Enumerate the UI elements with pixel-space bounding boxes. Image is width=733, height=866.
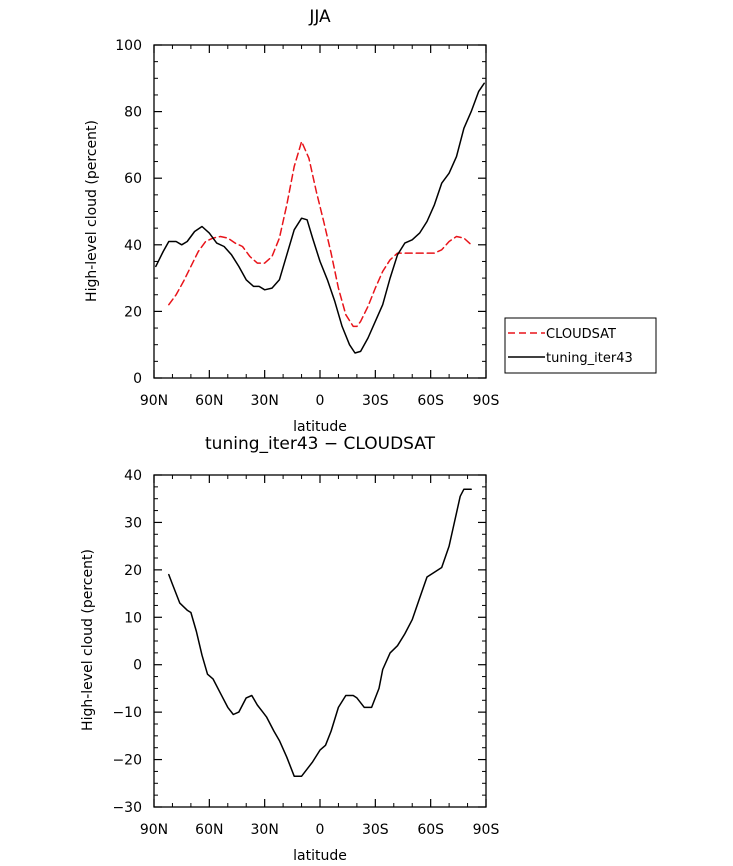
legend-label-cloudsat: CLOUDSAT bbox=[546, 327, 616, 342]
top-panel-series-cloudsat bbox=[168, 140, 472, 328]
top-panel-x-tick-label: 60S bbox=[417, 393, 444, 409]
top-panel-y-tick-label: 80 bbox=[124, 105, 142, 121]
top-panel-x-axis-label: latitude bbox=[293, 419, 347, 435]
bottom-panel: tuning_iter43 − CLOUDSAT High-level clou… bbox=[80, 434, 499, 864]
top-panel-y-tick-label: 40 bbox=[124, 238, 142, 254]
legend: CLOUDSAT tuning_iter43 bbox=[504, 317, 657, 374]
top-panel: JJA High-level cloud (percent) latitude … bbox=[84, 7, 657, 435]
bottom-panel-y-tick-label: 10 bbox=[124, 610, 142, 626]
bottom-panel-x-tick-label: 30S bbox=[362, 822, 389, 838]
top-panel-x-tick-label: 30N bbox=[251, 393, 279, 409]
top-panel-title: JJA bbox=[308, 7, 331, 27]
top-panel-y-axis-label: High-level cloud (percent) bbox=[84, 120, 100, 302]
bottom-panel-x-tick-label: 60N bbox=[195, 822, 223, 838]
top-panel-series bbox=[155, 82, 485, 354]
bottom-panel-x-tick-label: 0 bbox=[316, 822, 325, 838]
bottom-panel-frame bbox=[153, 474, 487, 808]
top-panel-x-tick-label: 30S bbox=[362, 393, 389, 409]
bottom-panel-x-tick-label: 90S bbox=[473, 822, 500, 838]
bottom-panel-title: tuning_iter43 − CLOUDSAT bbox=[205, 434, 436, 454]
bottom-panel-x-tick-label: 90N bbox=[140, 822, 168, 838]
top-panel-y-tick-label: 20 bbox=[124, 304, 142, 320]
bottom-panel-series bbox=[168, 488, 472, 777]
top-panel-series-tuning-iter43 bbox=[155, 82, 485, 354]
top-panel-y-tick-label: 60 bbox=[124, 171, 142, 187]
bottom-panel-y-tick-label: 30 bbox=[124, 515, 142, 531]
bottom-panel-x-axis-label: latitude bbox=[293, 848, 347, 864]
top-panel-x-tick-label: 0 bbox=[316, 393, 325, 409]
bottom-panel-series-difference bbox=[168, 488, 472, 777]
bottom-panel-x-tick-label: 60S bbox=[417, 822, 444, 838]
top-panel-x-tick-label: 60N bbox=[195, 393, 223, 409]
bottom-panel-x-tick-label: 30N bbox=[251, 822, 279, 838]
bottom-panel-y-tick-label: −30 bbox=[112, 800, 142, 816]
bottom-panel-y-axis-label: High-level cloud (percent) bbox=[80, 549, 96, 731]
top-panel-x-tick-label: 90N bbox=[140, 393, 168, 409]
bottom-panel-ticks: −30 −20 −10 0 10 20 30 40 90N 60N 30N 0 30S 60S 90S bbox=[112, 468, 499, 838]
top-panel-ticks: 0 20 40 60 80 100 90N 60N 30N 0 30S 60S 90S bbox=[115, 38, 499, 409]
top-panel-y-tick-label: 0 bbox=[133, 371, 142, 387]
top-panel-x-tick-label: 90S bbox=[473, 393, 500, 409]
bottom-panel-y-tick-label: −20 bbox=[112, 753, 142, 769]
bottom-panel-y-tick-label: 40 bbox=[124, 468, 142, 484]
legend-label-tuning-iter43: tuning_iter43 bbox=[546, 351, 633, 366]
bottom-panel-y-tick-label: 0 bbox=[133, 658, 142, 674]
top-panel-frame bbox=[153, 44, 487, 379]
legend-box bbox=[504, 317, 657, 374]
bottom-panel-y-tick-label: 20 bbox=[124, 563, 142, 579]
bottom-panel-y-tick-label: −10 bbox=[112, 705, 142, 721]
top-panel-y-tick-label: 100 bbox=[115, 38, 142, 54]
